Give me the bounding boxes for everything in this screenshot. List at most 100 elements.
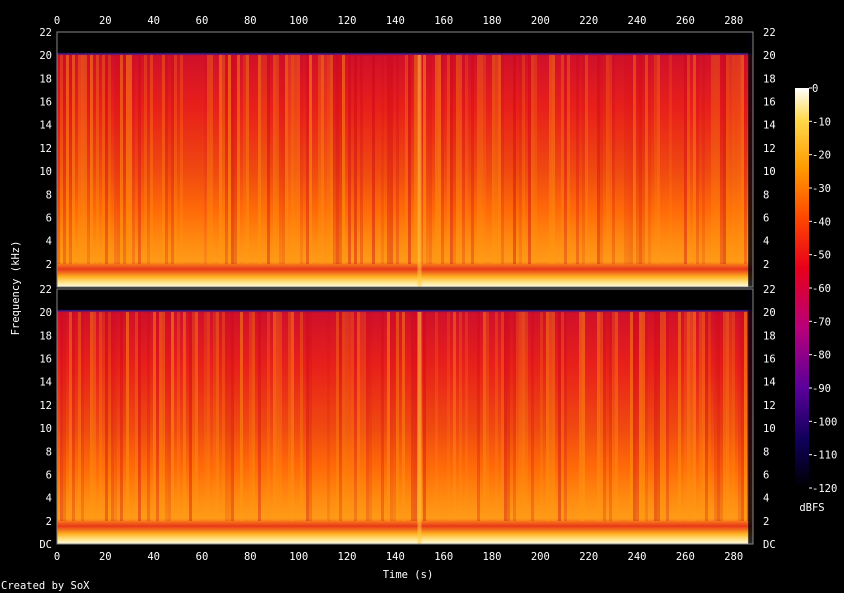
texture-strip: [705, 311, 708, 521]
texture-strip: [609, 311, 612, 521]
texture-strip: [423, 55, 426, 265]
x-tick-label: 120: [338, 551, 357, 563]
x-tick-label: 200: [531, 551, 550, 563]
texture-strip: [687, 55, 690, 265]
texture-strip: [690, 311, 693, 521]
texture-strip: [348, 311, 351, 521]
x-axis-label: Time (s): [383, 569, 434, 581]
texture-strip: [726, 55, 729, 265]
texture-strip: [192, 311, 195, 521]
texture-strip: [78, 311, 81, 521]
y-tick-label: 14: [763, 377, 776, 389]
texture-strip: [600, 311, 603, 521]
y-tick-label: 16: [39, 354, 52, 366]
texture-strip: [87, 55, 90, 265]
texture-strip: [120, 55, 123, 265]
texture-strip: [480, 55, 483, 265]
texture-strip: [366, 311, 369, 521]
colorbar-tick-label: -80: [812, 350, 831, 362]
y-axis-label: Frequency (kHz): [10, 241, 22, 336]
texture-strip: [708, 311, 711, 521]
texture-strip: [678, 311, 681, 521]
texture-strip: [720, 311, 723, 521]
x-tick-label: 260: [676, 551, 695, 563]
texture-strip: [114, 311, 117, 521]
texture-strip: [363, 311, 366, 521]
y-tick-label: 2: [46, 259, 52, 271]
y-tick-label: 10: [763, 423, 776, 435]
texture-strip: [228, 311, 231, 521]
texture-strip: [609, 55, 612, 265]
channel-2-panel: [56, 288, 754, 545]
texture-strip: [657, 311, 660, 521]
texture-strip: [528, 55, 531, 265]
texture-strip: [639, 311, 642, 521]
colorbar-tick-label: -70: [812, 316, 831, 328]
texture-strip: [486, 311, 489, 521]
texture-strip: [714, 311, 717, 521]
y-tick-label: 16: [39, 97, 52, 109]
texture-strip: [390, 55, 393, 265]
texture-strip: [501, 311, 504, 521]
texture-strip: [60, 311, 63, 521]
y-tick-label: 12: [763, 400, 776, 412]
texture-strip: [531, 55, 534, 265]
x-tick-label: 280: [724, 15, 743, 27]
texture-strip: [495, 311, 498, 521]
texture-strip: [717, 55, 720, 265]
y-tick-label: 6: [46, 470, 52, 482]
texture-strip: [654, 311, 657, 521]
x-tick-label: 40: [147, 551, 160, 563]
channel-2-texture: [60, 289, 753, 544]
colorbar-tick-label: -60: [812, 283, 831, 295]
y-tick-label: 4: [46, 236, 52, 248]
texture-strip: [549, 311, 552, 521]
y-tick-label: 18: [763, 73, 776, 85]
texture-strip: [663, 311, 666, 521]
colorbar-tick-label: -110: [812, 450, 837, 462]
texture-strip: [504, 311, 507, 521]
x-tick-label: 280: [724, 551, 743, 563]
x-tick-label: 100: [289, 551, 308, 563]
texture-strip: [228, 55, 231, 265]
texture-strip: [147, 55, 150, 265]
texture-strip: [624, 55, 627, 265]
channel-1-texture: [57, 32, 753, 287]
texture-strip: [612, 55, 615, 265]
y-tick-label: 22: [763, 27, 776, 39]
texture-strip: [210, 55, 213, 265]
x-tick-label: 240: [628, 551, 647, 563]
texture-strip: [402, 311, 405, 521]
texture-strip: [630, 55, 633, 265]
x-tick-label: 40: [147, 15, 160, 27]
texture-strip: [693, 311, 696, 521]
texture-strip: [582, 55, 585, 265]
texture-strip: [684, 311, 687, 521]
texture-strip: [522, 311, 525, 521]
texture-strip: [726, 311, 729, 521]
texture-strip: [222, 311, 225, 521]
texture-strip: [195, 311, 198, 521]
texture-strip: [693, 55, 696, 265]
texture-strip: [516, 311, 519, 521]
texture-strip: [318, 55, 321, 265]
y-tick-label: 14: [39, 377, 52, 389]
texture-strip: [135, 311, 138, 521]
colorbar-tick-label: 0: [812, 83, 818, 95]
texture-strip: [204, 311, 207, 521]
texture-strip: [744, 55, 747, 265]
texture-strip: [159, 311, 162, 521]
texture-strip: [525, 311, 528, 521]
texture-strip: [612, 311, 615, 521]
texture-strip: [369, 311, 372, 521]
texture-strip: [66, 55, 69, 265]
texture-strip: [438, 55, 441, 265]
y-tick-label: 4: [763, 493, 769, 505]
y-tick-label: 20: [39, 307, 52, 319]
texture-strip: [72, 311, 75, 521]
texture-strip: [645, 311, 648, 521]
texture-strip: [492, 55, 495, 265]
texture-strip: [435, 55, 438, 265]
texture-strip: [261, 55, 264, 265]
texture-strip: [189, 311, 192, 521]
